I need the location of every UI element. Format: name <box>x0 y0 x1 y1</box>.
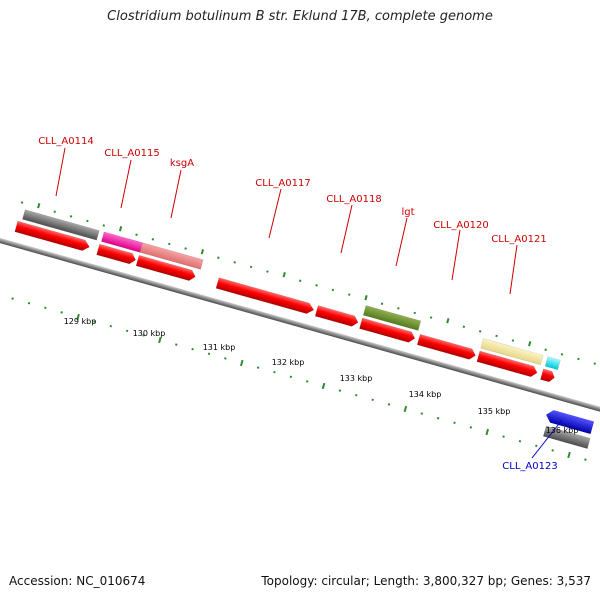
gene-box-cyan[interactable] <box>544 356 561 371</box>
gene-labels: CLL_A0114 CLL_A0115 ksgA CLL_A0117 CLL_A… <box>38 136 557 472</box>
map-title: Clostridium botulinum B str. Eklund 17B,… <box>107 9 493 24</box>
scale-label: 130 kbp <box>133 329 166 338</box>
scale-label: 136 kbp <box>546 426 579 435</box>
gene-label-CLL_A0120[interactable]: CLL_A0120 <box>433 220 488 231</box>
cds-arrow-CLL_A0117[interactable] <box>215 277 315 316</box>
leader-CLL_A0117 <box>268 188 282 239</box>
gene-box-CLL_A0114[interactable] <box>22 209 100 241</box>
leader-CLL_A0123 <box>531 419 563 459</box>
scale-labels: 129 kbp 130 kbp 131 kbp 132 kbp 133 kbp … <box>64 317 579 435</box>
gene-label-CLL_A0114[interactable]: CLL_A0114 <box>38 136 93 147</box>
cds-arrow-lgt[interactable] <box>359 317 416 344</box>
lower-tick-ring <box>11 297 587 461</box>
cds-arrow-CLL_A0118[interactable] <box>314 305 359 328</box>
leader-ksgA <box>170 169 182 219</box>
leader-CLL_A0115 <box>120 159 132 209</box>
scale-label: 135 kbp <box>478 407 511 416</box>
cds-arrow-small[interactable] <box>540 368 555 383</box>
gene-box-CLL_A0123[interactable] <box>543 425 591 449</box>
gene-box-CLL_A0121[interactable] <box>480 338 544 366</box>
cds-arrow-CLL_A0120[interactable] <box>416 333 477 361</box>
gene-label-ksgA[interactable]: ksgA <box>170 158 194 169</box>
leader-lgt <box>395 217 408 267</box>
genome-backbone <box>0 227 600 427</box>
gene-label-CLL_A0121[interactable]: CLL_A0121 <box>491 234 546 245</box>
gene-label-CLL_A0115[interactable]: CLL_A0115 <box>104 148 159 159</box>
label-leaders <box>55 147 563 459</box>
gene-label-CLL_A0118[interactable]: CLL_A0118 <box>326 194 381 205</box>
forward-strand-genes <box>14 209 561 383</box>
cds-arrow-CLL_A0115[interactable] <box>96 243 138 265</box>
scale-label: 134 kbp <box>409 390 442 399</box>
gene-label-lgt[interactable]: lgt <box>401 207 414 218</box>
gene-box-lgt[interactable] <box>362 305 422 331</box>
leader-CLL_A0121 <box>509 244 518 295</box>
genome-summary-text: Topology: circular; Length: 3,800,327 bp… <box>261 574 591 588</box>
accession-text: Accession: NC_010674 <box>9 574 146 588</box>
leader-CLL_A0120 <box>451 229 461 281</box>
scale-label: 133 kbp <box>340 374 373 383</box>
genome-track <box>0 201 600 461</box>
scale-label: 129 kbp <box>64 317 97 326</box>
gene-box-ksgA[interactable] <box>139 242 204 270</box>
scale-label: 132 kbp <box>272 358 305 367</box>
cds-arrow-ksgA[interactable] <box>135 254 197 282</box>
gene-label-CLL_A0117[interactable]: CLL_A0117 <box>255 178 310 189</box>
leader-CLL_A0118 <box>340 204 353 254</box>
gene-label-CLL_A0123[interactable]: CLL_A0123 <box>502 461 557 472</box>
reverse-strand-genes <box>543 409 595 449</box>
cds-arrow-CLL_A0114[interactable] <box>14 220 91 252</box>
leader-CLL_A0114 <box>55 147 66 197</box>
cds-arrow-CLL_A0121[interactable] <box>476 350 539 378</box>
scale-label: 131 kbp <box>203 343 236 352</box>
cds-arrow-CLL_A0123[interactable] <box>544 409 595 435</box>
upper-tick-ring <box>20 201 596 365</box>
